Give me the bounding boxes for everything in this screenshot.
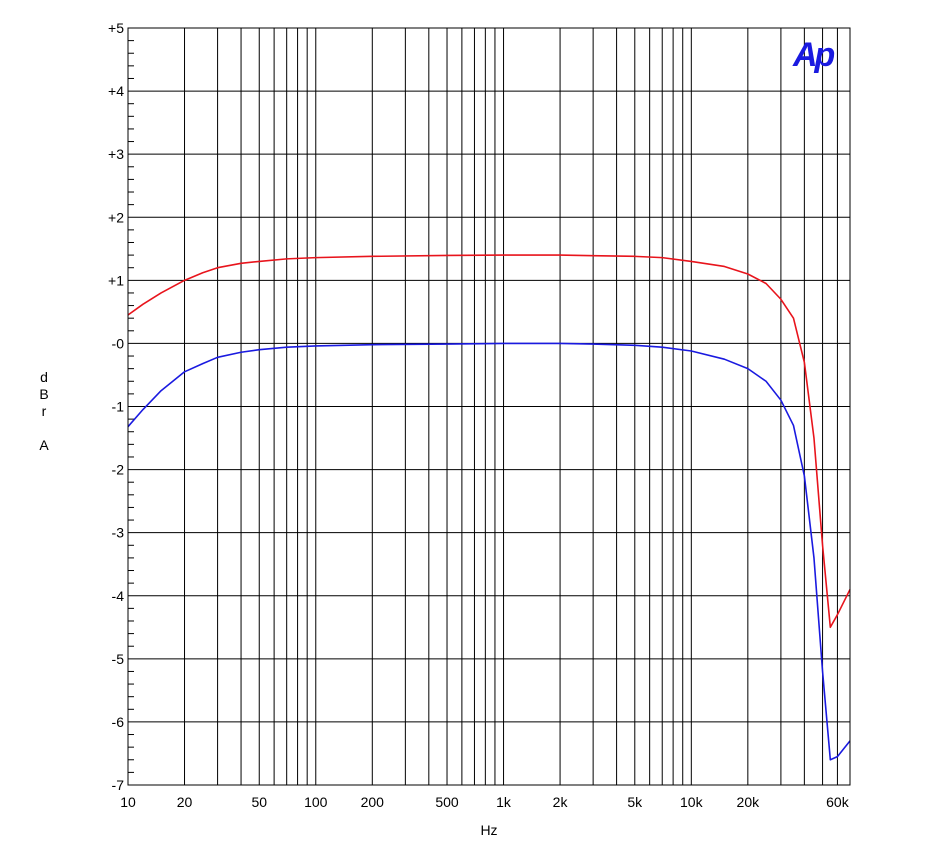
x-tick-label: 20k — [737, 794, 761, 810]
series-layer — [127, 254, 851, 761]
y-tick-label: +1 — [108, 272, 124, 288]
series-line-red — [127, 254, 851, 629]
y-tick-label: -1 — [112, 399, 125, 415]
y-axis-title-char: d — [40, 369, 48, 385]
y-axis-title: dBr A — [39, 369, 49, 453]
x-tick-label: 5k — [627, 794, 643, 810]
x-tick-label: 100 — [304, 794, 328, 810]
x-tick-label: 1k — [496, 794, 512, 810]
y-axis-title-char: B — [39, 386, 48, 402]
plot-frame — [127, 27, 851, 786]
x-tick-label: 200 — [361, 794, 385, 810]
y-tick-label: -0 — [112, 335, 125, 351]
y-tick-label: +5 — [108, 20, 124, 36]
series-line-blue — [127, 342, 851, 761]
x-tick-label: 10 — [120, 794, 136, 810]
x-tick-label: 2k — [553, 794, 569, 810]
x-tick-label: 10k — [680, 794, 704, 810]
x-axis-title: Hz — [480, 822, 497, 838]
x-tick-labels: 10 20 50 100 200 500 1k 2k 5k 10k 20k 60k — [120, 794, 850, 810]
y-tick-label: +2 — [108, 209, 124, 225]
x-tick-label: 20 — [177, 794, 193, 810]
y-tick-label: +3 — [108, 146, 124, 162]
y-tick-labels: +5 +4 +3 +2 +1 -0 -1 -2 -3 -4 -5 -6 -7 — [108, 20, 124, 793]
x-tick-label: 500 — [435, 794, 459, 810]
y-axis-title-char: r — [42, 403, 47, 419]
y-tick-label: -4 — [112, 588, 125, 604]
y-tick-label: +4 — [108, 83, 124, 99]
minor-ticks — [128, 40, 134, 773]
y-tick-label: -6 — [112, 714, 125, 730]
y-tick-label: -5 — [112, 651, 125, 667]
y-axis-title-char: A — [39, 437, 49, 453]
grid-lines — [127, 27, 851, 786]
x-tick-label: 50 — [251, 794, 267, 810]
y-tick-label: -3 — [112, 525, 125, 541]
x-tick-label: 60k — [826, 794, 850, 810]
ap-logo: Ap — [792, 36, 835, 74]
y-tick-label: -7 — [112, 777, 125, 793]
y-tick-label: -2 — [112, 462, 125, 478]
